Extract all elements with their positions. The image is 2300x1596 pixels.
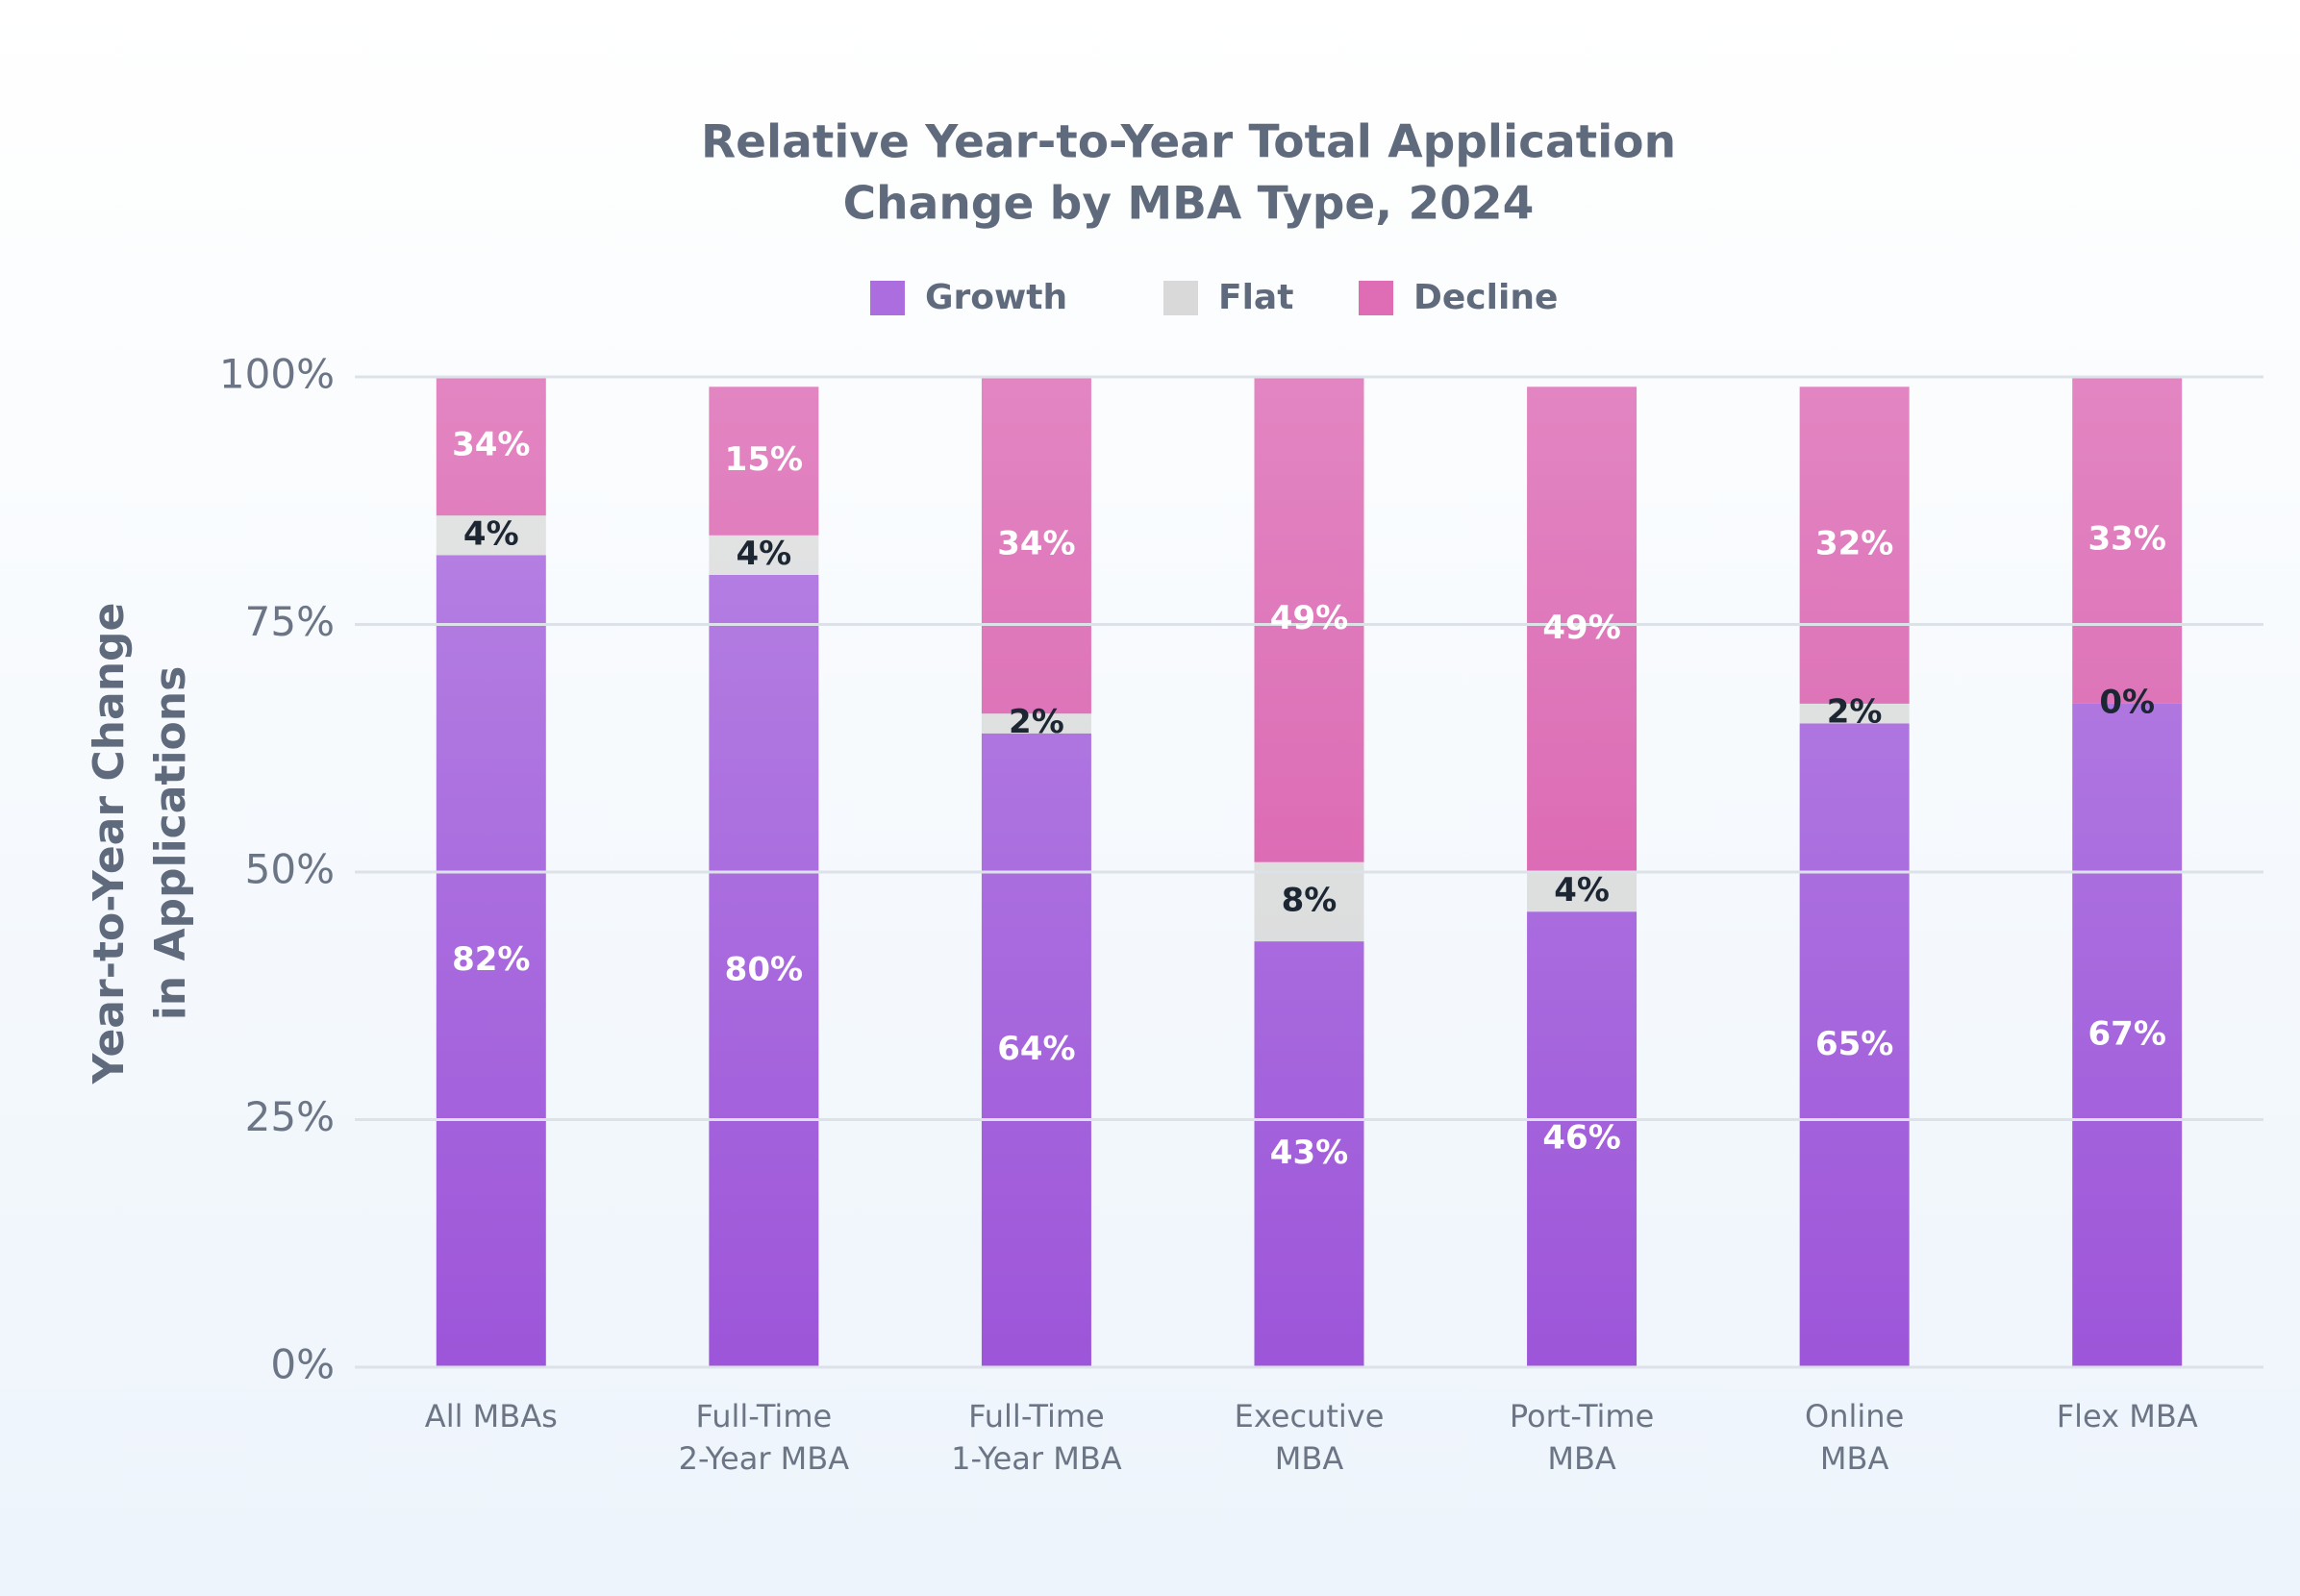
y-tick-label: 75% xyxy=(245,598,335,645)
x-tick-label: MBA xyxy=(1547,1440,1616,1477)
bar-segment xyxy=(709,535,819,575)
value-label: 82% xyxy=(452,940,530,979)
value-label: 34% xyxy=(997,525,1075,563)
value-label: 67% xyxy=(2088,1014,2166,1053)
legend-swatch xyxy=(1359,281,1393,315)
bar-segment xyxy=(1799,723,1910,1367)
bar-segment xyxy=(436,515,546,556)
y-axis-title: in Applications xyxy=(146,666,195,1021)
y-tick-label: 100% xyxy=(219,351,335,398)
x-tick-label: All MBAs xyxy=(425,1398,558,1434)
value-label: 33% xyxy=(2088,519,2166,558)
bar-segment xyxy=(709,575,819,1367)
x-tick-label: Port-Time xyxy=(1510,1398,1654,1434)
plot-area xyxy=(436,377,2183,1367)
bar-segment xyxy=(981,733,1091,1367)
y-tick-label: 0% xyxy=(270,1341,335,1388)
value-label: 2% xyxy=(1827,693,1883,732)
value-label: 64% xyxy=(997,1030,1075,1068)
value-label: 8% xyxy=(1282,881,1338,919)
value-label: 32% xyxy=(1815,525,1893,563)
value-label: 46% xyxy=(1542,1119,1620,1158)
bar-segment xyxy=(1254,377,1364,862)
x-tick-label: MBA xyxy=(1820,1440,1889,1477)
legend-swatch xyxy=(870,281,905,315)
bar-segment xyxy=(1527,872,1638,912)
y-tick-label: 50% xyxy=(245,846,335,893)
value-label: 80% xyxy=(725,951,803,989)
bar-segment xyxy=(1799,387,1910,704)
value-label: 43% xyxy=(1270,1134,1348,1172)
value-label: 49% xyxy=(1270,599,1348,637)
value-label: 65% xyxy=(1815,1025,1893,1063)
value-label: 49% xyxy=(1542,609,1620,647)
bar-segment xyxy=(1254,941,1364,1367)
bar-segment xyxy=(1799,703,1910,724)
x-tick-label: Full-Time xyxy=(696,1398,833,1434)
bar-segment xyxy=(981,713,1091,734)
x-tick-label: MBA xyxy=(1275,1440,1344,1477)
legend-swatch xyxy=(1163,281,1198,315)
value-label: 15% xyxy=(725,440,803,479)
value-label: 4% xyxy=(736,535,791,573)
chart-title: Change by MBA Type, 2024 xyxy=(843,178,1535,231)
bar-segment xyxy=(709,387,819,536)
bar-segment xyxy=(436,377,546,516)
x-tick-label: Executive xyxy=(1235,1398,1385,1434)
bar-segment xyxy=(2072,703,2183,1367)
x-tick-label: 2-Year MBA xyxy=(679,1440,850,1477)
bar-segment xyxy=(1527,911,1638,1367)
y-axis-title: Year-to-Year Change xyxy=(85,603,134,1085)
y-tick-label: 25% xyxy=(245,1093,335,1140)
bar-segment xyxy=(1254,861,1364,942)
value-label: 0% xyxy=(2099,683,2155,721)
bar-segment xyxy=(436,555,546,1367)
value-label: 4% xyxy=(463,514,519,553)
value-label: 4% xyxy=(1554,871,1610,910)
legend-label: Flat xyxy=(1218,278,1293,317)
x-tick-label: 1-Year MBA xyxy=(951,1440,1122,1477)
value-label: 2% xyxy=(1009,703,1064,741)
x-tick-label: Flex MBA xyxy=(2057,1398,2198,1434)
x-tick-label: Online xyxy=(1805,1398,1904,1434)
bar-segment xyxy=(1527,387,1638,872)
x-tick-label: Full-Time xyxy=(968,1398,1105,1434)
legend-label: Growth xyxy=(925,278,1067,317)
legend-label: Decline xyxy=(1413,278,1558,317)
bar-segment xyxy=(2072,377,2183,704)
bar-segment xyxy=(981,377,1091,714)
chart-title: Relative Year-to-Year Total Application xyxy=(701,116,1676,169)
value-label: 34% xyxy=(452,426,530,464)
